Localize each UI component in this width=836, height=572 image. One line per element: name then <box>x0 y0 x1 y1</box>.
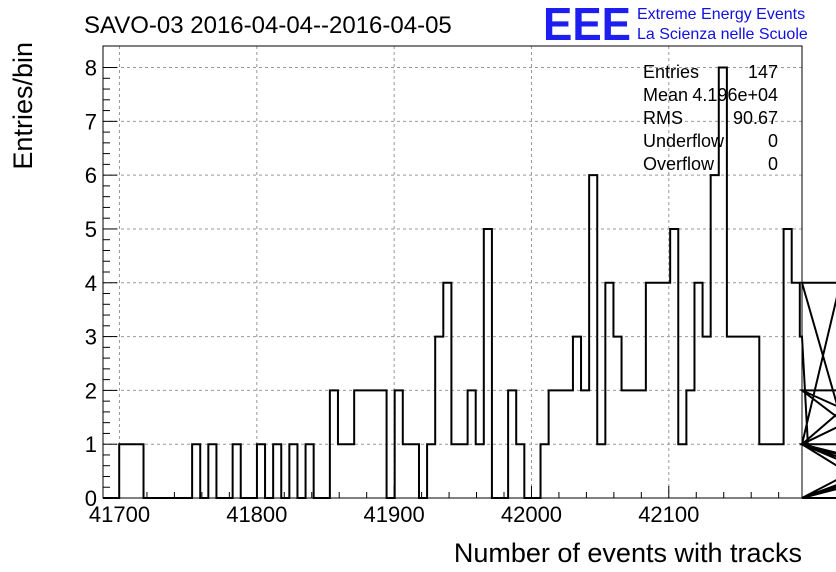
histogram-bin <box>192 444 200 498</box>
histogram-bin <box>484 229 492 498</box>
histogram-bin <box>743 337 751 498</box>
histogram-bin <box>257 444 265 498</box>
histogram-bin <box>703 337 711 498</box>
histogram-bin <box>208 444 216 498</box>
histogram-outline <box>103 66 836 499</box>
histogram-bin <box>411 444 419 498</box>
histogram-bin <box>775 444 783 498</box>
histogram-bin <box>127 444 135 498</box>
y-tick-label: 8 <box>85 56 97 81</box>
y-axis-ticks: 0 1 2 3 4 5 6 7 8 <box>85 56 117 511</box>
y-tick-label: 1 <box>85 432 97 457</box>
histogram-bin <box>460 444 468 498</box>
stats-label: Overflow <box>643 154 715 174</box>
x-tick-label: 42100 <box>638 502 699 527</box>
histogram-bin <box>338 444 346 498</box>
stats-value: 147 <box>748 62 778 82</box>
histogram-bin <box>403 444 411 498</box>
histogram-bin <box>476 444 484 498</box>
histogram-bin <box>119 444 127 498</box>
x-axis-ticks: 41700 41800 41900 42000 42100 <box>89 486 780 527</box>
histogram-bin <box>767 444 775 498</box>
y-tick-label: 3 <box>85 325 97 350</box>
stats-value: 90.67 <box>733 108 778 128</box>
histogram-bin <box>735 337 743 498</box>
stats-label: RMS <box>643 108 683 128</box>
logo-line-1: Extreme Energy Events <box>637 6 805 23</box>
y-tick-label: 0 <box>85 486 97 511</box>
histogram-bin <box>678 444 686 498</box>
y-tick-label: 4 <box>85 271 97 296</box>
histogram-bin <box>727 337 735 498</box>
stats-value: 4.196e+04 <box>692 85 778 105</box>
x-tick-label: 41800 <box>226 502 287 527</box>
histogram-bin <box>784 229 792 498</box>
histogram-bin <box>516 444 524 498</box>
logo-line-2: La Scienza nelle Scuole <box>637 26 808 43</box>
histogram-bin <box>233 444 241 498</box>
histogram-bin <box>613 337 621 498</box>
histogram-bin <box>759 444 767 498</box>
stats-value: 0 <box>768 131 778 151</box>
histogram-bin <box>751 337 759 498</box>
histogram-bin <box>451 444 459 498</box>
histogram-bin <box>670 229 678 498</box>
histogram-bin <box>435 337 443 498</box>
histogram-bin <box>273 444 281 498</box>
y-tick-label: 2 <box>85 378 97 403</box>
stats-label: Underflow <box>643 131 725 151</box>
histogram-bin <box>135 444 143 498</box>
x-tick-label: 41900 <box>364 502 425 527</box>
stats-label: Entries <box>643 62 699 82</box>
histogram-bin <box>427 444 435 498</box>
histogram-bin <box>306 444 314 498</box>
histogram-bin <box>289 444 297 498</box>
y-tick-label: 5 <box>85 217 97 242</box>
stats-box: Entries 147 Mean 4.196e+04 RMS 90.67 Underflow… <box>643 62 778 174</box>
x-tick-label: 42000 <box>501 502 562 527</box>
grid-lines <box>103 46 802 498</box>
eee-logo-mark: EEE <box>543 0 631 50</box>
x-tick-label: 41700 <box>89 502 150 527</box>
histogram-bin <box>573 337 581 498</box>
y-tick-label: 7 <box>85 109 97 134</box>
y-tick-label: 6 <box>85 163 97 188</box>
chart-title: SAVO-03 2016-04-04--2016-04-05 <box>84 12 452 39</box>
histogram-bin <box>597 444 605 498</box>
stats-value: 0 <box>768 154 778 174</box>
stats-label: Mean <box>643 85 688 105</box>
histogram-bin <box>541 444 549 498</box>
y-axis-label: Entries/bin <box>8 42 38 170</box>
x-axis-label: Number of events with tracks <box>454 538 802 568</box>
histogram-bin <box>346 444 354 498</box>
eee-logo: EEE Extreme Energy Events La Scienza nel… <box>543 0 808 50</box>
plot-frame <box>102 45 803 499</box>
